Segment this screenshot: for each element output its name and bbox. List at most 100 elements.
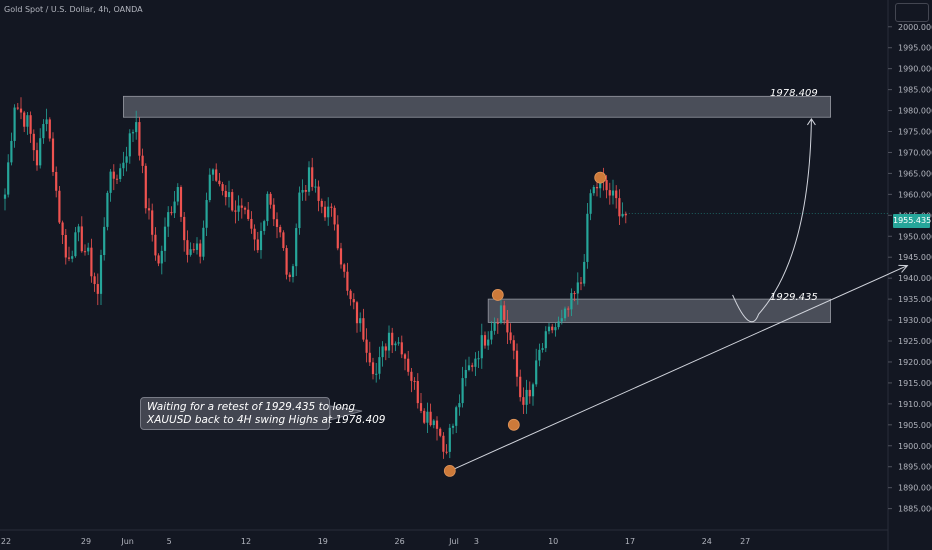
candle-body: [413, 380, 416, 382]
candle-body: [618, 198, 621, 217]
candle-body: [234, 210, 237, 212]
price-tick-label: 1995.000: [898, 44, 932, 53]
candle-body: [205, 200, 208, 228]
candle-body: [301, 190, 304, 193]
candle-body: [64, 234, 67, 258]
time-tick-label: 19: [318, 537, 328, 546]
chart-title: Gold Spot / U.S. Dollar, 4h, OANDA: [4, 5, 143, 14]
candle-body: [432, 420, 435, 426]
candle-body: [426, 411, 429, 423]
candle-body: [45, 119, 48, 125]
candle-body: [288, 274, 291, 277]
chart-grid: [0, 0, 889, 550]
candle-body: [35, 150, 39, 166]
candle-body: [26, 115, 29, 127]
candle-body: [304, 190, 307, 192]
candle-body: [445, 451, 448, 453]
candle-body: [563, 308, 567, 319]
candle-body: [554, 327, 557, 331]
candle-body: [282, 232, 285, 249]
candle-body: [259, 230, 263, 251]
candle-body: [503, 305, 506, 320]
candle-body: [355, 302, 359, 324]
candle-body: [487, 339, 490, 346]
candle-body: [48, 119, 51, 139]
swing-marker: [507, 418, 520, 431]
candle-body: [615, 190, 618, 199]
candle-body: [391, 332, 394, 346]
candle-body: [83, 251, 87, 253]
price-tick-label: 1975.000: [898, 128, 932, 137]
candle-body: [151, 210, 154, 235]
candle-body: [544, 331, 547, 349]
candle-body: [419, 403, 423, 411]
candle-body: [247, 209, 250, 219]
trendline-arrowhead: [898, 264, 909, 273]
candle-body: [167, 212, 170, 227]
price-axis[interactable]: 1885.000 1890.000 1895.000 1900.000 1905.000…: [888, 23, 932, 514]
time-tick-label: 3: [474, 537, 479, 546]
candle-body: [115, 178, 119, 180]
candle-body: [333, 207, 336, 225]
candle-body: [67, 257, 71, 259]
candle-body: [103, 226, 106, 256]
candle-body: [176, 187, 179, 202]
candle-body: [570, 293, 573, 310]
candle-body: [403, 354, 407, 359]
candle-body: [512, 340, 515, 351]
candle-body: [170, 212, 173, 214]
candle-body: [3, 194, 7, 199]
price-tick-label: 1935.000: [898, 295, 932, 304]
candle-body: [451, 425, 455, 428]
candle-body: [323, 206, 327, 218]
candle-body: [330, 206, 333, 208]
candle-body: [416, 381, 419, 404]
candle-body: [195, 243, 199, 250]
candle-body: [291, 266, 295, 277]
candle-body: [509, 332, 512, 341]
supply-demand-zones: [123, 95, 832, 323]
candle-body: [352, 299, 355, 303]
candle-body: [87, 247, 90, 252]
candle-body: [400, 342, 403, 355]
candle-body: [55, 171, 58, 191]
candle-body: [368, 352, 371, 363]
candle-body: [567, 308, 570, 310]
price-tick-label: 1885.000: [898, 505, 932, 514]
candle-body: [221, 184, 224, 191]
price-tick-label: 1895.000: [898, 463, 932, 472]
candle-body: [525, 389, 528, 405]
candle-body: [93, 276, 96, 285]
candle-body: [39, 138, 42, 166]
candle-body: [224, 190, 227, 198]
candle-body: [608, 190, 611, 196]
chart-settings-button[interactable]: [895, 3, 929, 22]
candle-body: [80, 226, 83, 252]
callout-pointer: [329, 405, 363, 421]
candle-body: [51, 138, 55, 172]
candle-body: [211, 169, 215, 175]
price-tick-label: 1970.000: [898, 148, 932, 157]
candle-body: [29, 115, 32, 134]
candle-body: [467, 365, 471, 370]
candle-body: [349, 290, 352, 300]
price-tick-label: 1945.000: [898, 253, 932, 262]
lower-level-label: 1929.435: [770, 292, 818, 303]
candle-body: [141, 155, 144, 166]
time-tick-label: 5: [167, 537, 172, 546]
candle-body: [240, 205, 243, 208]
candle-body: [307, 167, 311, 192]
candle-body: [99, 255, 103, 294]
candle-body: [439, 428, 442, 436]
time-tick-label: Jun: [120, 537, 134, 546]
candle-body: [119, 168, 122, 180]
candle-body: [499, 305, 503, 323]
candle-body: [384, 346, 387, 351]
time-axis[interactable]: 22 29 Jun 5 12 19 26 Jul 3 10 17 24 27: [1, 537, 750, 546]
candle-body: [576, 282, 579, 294]
candle-body: [547, 326, 551, 332]
candle-body: [595, 186, 599, 189]
time-tick-label: 27: [740, 537, 750, 546]
candle-body: [160, 250, 163, 264]
